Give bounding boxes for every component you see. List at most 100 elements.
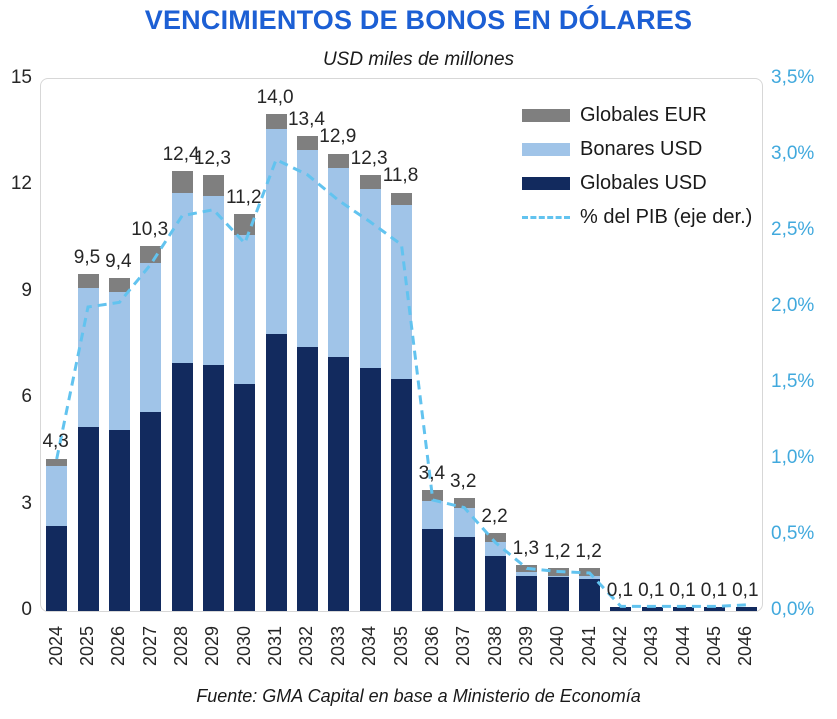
bar-value-label: 12,4 bbox=[162, 144, 200, 166]
bar-segment-globales-usd bbox=[673, 607, 695, 611]
bar-value-label: 9,5 bbox=[73, 247, 101, 269]
bar-segment-globales-usd bbox=[234, 384, 256, 611]
bar-value-label: 11,8 bbox=[382, 165, 419, 187]
bar-value-label: 10,3 bbox=[131, 218, 169, 240]
left-axis-tick: 15 bbox=[10, 67, 32, 88]
bar-segment-bonares-usd bbox=[391, 204, 412, 379]
bar-segment-globales-usd bbox=[328, 357, 350, 611]
x-axis-label: 2027 bbox=[139, 625, 160, 667]
x-axis-label: 2030 bbox=[233, 625, 254, 667]
x-axis-label: 2028 bbox=[171, 625, 192, 667]
bar-value-label: 0,1 bbox=[606, 580, 634, 602]
bar-segment-bonares-usd bbox=[328, 167, 350, 358]
legend-item: Globales EUR bbox=[522, 98, 752, 132]
bar-segment-globales-eur bbox=[391, 192, 412, 205]
right-axis-tick: 1,5% bbox=[771, 371, 815, 392]
right-axis-tick: 2,0% bbox=[771, 295, 815, 316]
bar-segment-globales-usd bbox=[296, 346, 318, 611]
chart-legend: Globales EUR Bonares USD Globales USD % del… bbox=[522, 98, 752, 234]
bar-value-label: 0,1 bbox=[638, 580, 665, 602]
x-axis-label: 2034 bbox=[359, 625, 380, 667]
bar-segment-globales-eur bbox=[579, 568, 601, 576]
legend-label: Globales EUR bbox=[580, 103, 707, 126]
legend-label: % del PIB (eje der.) bbox=[580, 205, 753, 228]
left-axis-tick: 9 bbox=[21, 279, 32, 301]
bar-segment-globales-eur bbox=[46, 458, 68, 466]
legend-label: Globales USD bbox=[580, 171, 707, 194]
x-axis-label: 2024 bbox=[45, 625, 66, 667]
bar-segment-globales-usd bbox=[265, 334, 287, 611]
bar-value-label: 12,3 bbox=[350, 147, 388, 169]
bar-segment-globales-usd bbox=[359, 368, 381, 611]
right-axis-tick: 1,0% bbox=[771, 447, 815, 468]
bar-segment-globales-eur bbox=[77, 274, 99, 289]
x-axis-label: 2038 bbox=[484, 625, 505, 667]
bar-segment-globales-usd bbox=[610, 607, 632, 611]
bar-segment-globales-eur bbox=[296, 135, 318, 150]
left-axis-tick: 12 bbox=[10, 173, 32, 195]
bar-segment-bonares-usd bbox=[140, 263, 162, 413]
x-axis-label: 2042 bbox=[609, 625, 630, 667]
bar-segment-bonares-usd bbox=[359, 188, 381, 369]
legend-dashed-line-swatch bbox=[522, 215, 570, 219]
bar-segment-globales-eur bbox=[171, 171, 193, 193]
bar-value-label: 0,1 bbox=[732, 580, 759, 602]
x-axis-label: 2026 bbox=[108, 625, 129, 667]
right-axis-tick: 3,5% bbox=[771, 67, 815, 88]
x-axis-label: 2039 bbox=[515, 625, 536, 667]
bar-segment-bonares-usd bbox=[234, 235, 256, 385]
legend-color-swatch bbox=[522, 142, 570, 156]
right-axis-tick: 3,0% bbox=[771, 143, 815, 164]
bar-segment-bonares-usd bbox=[547, 575, 569, 578]
bar-segment-bonares-usd bbox=[46, 465, 68, 526]
bar-value-label: 3,2 bbox=[449, 470, 477, 492]
right-axis-tick: 0,0% bbox=[771, 599, 815, 620]
x-axis-label: 2036 bbox=[421, 625, 442, 667]
bar-value-label: 3,4 bbox=[418, 463, 446, 485]
bar-segment-globales-usd bbox=[202, 364, 224, 611]
bar-segment-globales-usd bbox=[547, 577, 569, 611]
bar-segment-bonares-usd bbox=[265, 128, 287, 335]
bar-value-label: 11,2 bbox=[225, 186, 262, 208]
bar-segment-bonares-usd bbox=[108, 291, 130, 431]
bar-segment-globales-usd bbox=[516, 575, 538, 611]
bar-segment-globales-usd bbox=[641, 607, 663, 611]
chart-title: VENCIMIENTOS DE BONOS EN DÓLARES bbox=[144, 5, 693, 35]
x-axis-label: 2044 bbox=[672, 625, 693, 667]
bar-segment-globales-eur bbox=[516, 564, 538, 572]
x-axis-label: 2035 bbox=[390, 625, 411, 667]
x-axis-label: 2041 bbox=[578, 625, 599, 667]
bar-segment-bonares-usd bbox=[202, 196, 224, 365]
x-axis-label: 2031 bbox=[265, 625, 286, 667]
right-axis-tick: 2,5% bbox=[771, 219, 815, 240]
x-axis-label: 2045 bbox=[703, 625, 724, 667]
bar-segment-globales-eur bbox=[234, 213, 256, 236]
legend-item: Bonares USD bbox=[522, 132, 752, 166]
legend-color-swatch bbox=[522, 108, 570, 122]
left-axis-tick: 6 bbox=[21, 386, 32, 408]
bar-segment-bonares-usd bbox=[422, 501, 444, 530]
x-axis-label: 2046 bbox=[735, 625, 756, 667]
left-axis-tick: 0 bbox=[21, 599, 32, 620]
right-axis-tick: 0,5% bbox=[771, 523, 815, 544]
bar-segment-globales-usd bbox=[140, 412, 162, 611]
bar-segment-globales-usd bbox=[171, 362, 193, 611]
bar-value-label: 1,2 bbox=[544, 541, 571, 563]
bar-segment-globales-usd bbox=[485, 556, 507, 611]
legend-label: Bonares USD bbox=[580, 137, 703, 160]
bar-segment-globales-eur bbox=[108, 277, 130, 292]
bar-value-label: 0,1 bbox=[700, 580, 728, 602]
x-axis-label: 2025 bbox=[77, 625, 98, 667]
x-axis-label: 2032 bbox=[296, 625, 317, 667]
x-axis-label: 2043 bbox=[641, 625, 662, 667]
legend-item: Globales USD bbox=[522, 166, 752, 200]
bar-segment-globales-usd bbox=[453, 536, 475, 611]
legend-item: % del PIB (eje der.) bbox=[522, 200, 752, 234]
bar-segment-globales-eur bbox=[547, 568, 569, 576]
bar-segment-bonares-usd bbox=[77, 288, 99, 427]
bar-segment-globales-usd bbox=[108, 430, 130, 611]
x-axis-label: 2029 bbox=[202, 625, 223, 667]
bar-segment-globales-eur bbox=[265, 114, 287, 129]
bar-segment-globales-usd bbox=[391, 378, 412, 611]
